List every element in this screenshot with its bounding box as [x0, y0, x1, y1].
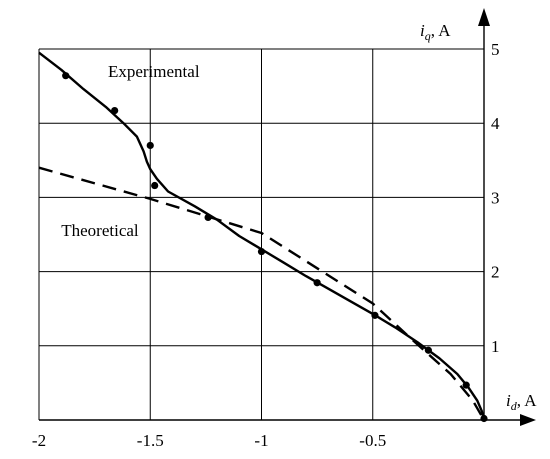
data-point — [480, 414, 488, 423]
x-tick-label: -2 — [32, 431, 46, 450]
axes — [39, 8, 536, 426]
series — [38, 51, 488, 423]
theoretical-curve — [38, 166, 486, 421]
y-tick-label: 2 — [491, 263, 500, 282]
y-tick-label: 5 — [491, 40, 500, 59]
data-point — [111, 106, 119, 115]
data-point — [204, 213, 212, 222]
data-point — [146, 141, 154, 150]
experimental-curve — [38, 51, 486, 421]
y-tick-label: 3 — [491, 188, 500, 207]
y-tick-label: 4 — [491, 114, 500, 133]
x-axis-arrow — [520, 414, 536, 426]
data-point — [151, 181, 159, 190]
x-axis-title: id, A — [506, 391, 537, 413]
x-tick-label: -1.5 — [137, 431, 164, 450]
data-point — [462, 381, 470, 389]
y-axis-title: iq, A — [420, 21, 451, 43]
data-point — [424, 346, 432, 354]
data-point — [257, 247, 266, 256]
data-point — [371, 311, 379, 319]
data-point — [62, 72, 70, 80]
x-tick-label: -0.5 — [359, 431, 386, 450]
y-tick-label: 1 — [491, 337, 500, 356]
data-point — [313, 279, 321, 287]
annotation-experimental: Experimental — [108, 62, 200, 81]
labels: -2 -1.5 -1 -0.5 1 2 3 4 5 iq, A id, A Experimental T… — [32, 21, 537, 450]
x-tick-label: -1 — [254, 431, 268, 450]
annotation-theoretical: Theoretical — [61, 221, 139, 240]
y-axis-arrow — [478, 8, 490, 26]
grid — [38, 48, 484, 420]
